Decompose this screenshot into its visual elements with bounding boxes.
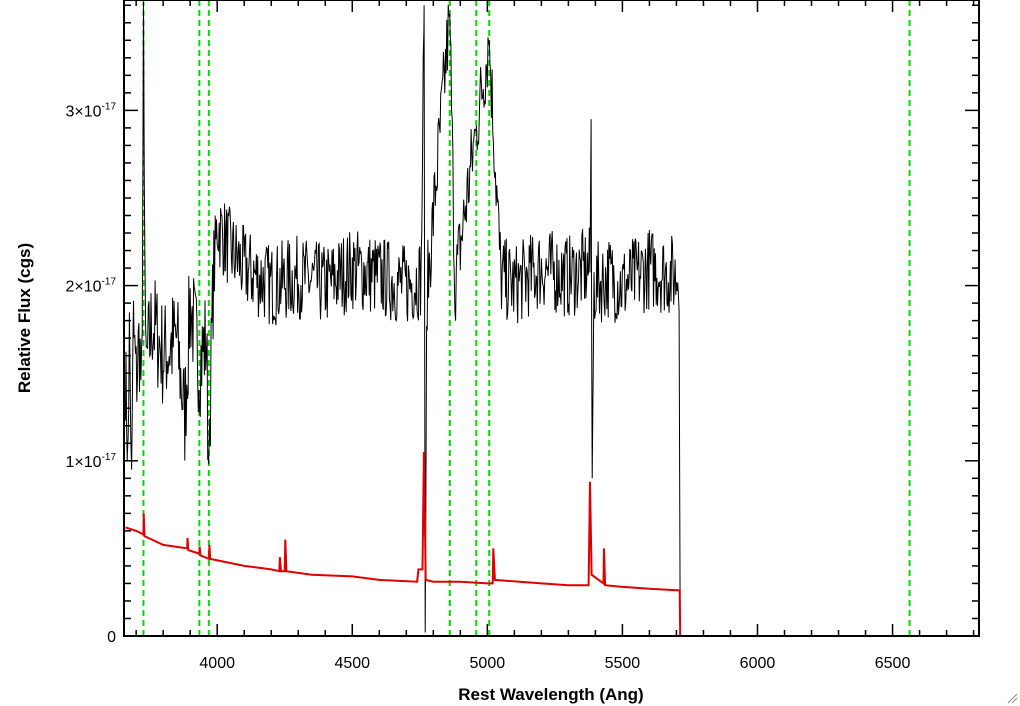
spectrum-line — [124, 1, 681, 637]
x-axis-title: Rest Wavelength (Ang) — [458, 685, 643, 704]
spectrum-series — [124, 1, 681, 637]
vertical-lines-group — [142, 0, 911, 636]
x-tick-label: 6000 — [740, 655, 776, 672]
plot-frame — [123, 0, 980, 637]
y-tick-label: 0 — [107, 629, 116, 646]
x-tick-label: 5500 — [605, 655, 641, 672]
x-tick-label: 4000 — [199, 655, 235, 672]
y-tick-label: 2×10-17 — [66, 277, 117, 296]
resize-grip-icon[interactable] — [1006, 692, 1018, 704]
y-ticks-group: 0 1×10-17 2×10-17 3×10-17 — [66, 4, 979, 646]
y-tick-label: 3×10-17 — [66, 101, 117, 120]
x-tick-label: 4500 — [334, 655, 370, 672]
x-tick-label: 6500 — [875, 655, 911, 672]
model-series — [125, 451, 979, 637]
y-tick-label: 1×10-17 — [66, 452, 117, 471]
x-tick-label: 5000 — [470, 655, 506, 672]
x-ticks-group: 4000 4500 5000 5500 6000 6500 — [135, 0, 975, 672]
y-axis-title: Relative Flux (cgs) — [15, 243, 34, 393]
model-line — [125, 451, 979, 637]
